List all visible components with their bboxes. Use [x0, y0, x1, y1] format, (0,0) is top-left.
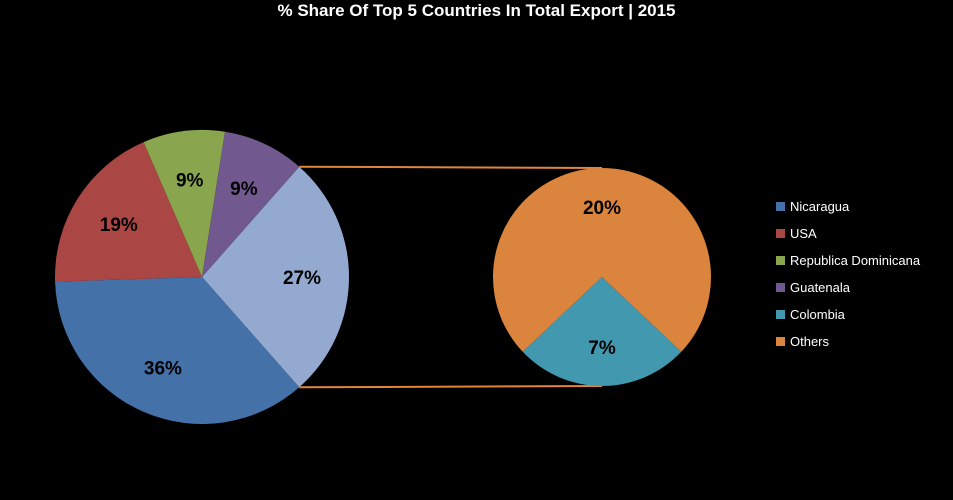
legend-label: Guatenala — [790, 280, 850, 295]
label-other-split: 27% — [283, 268, 321, 289]
legend-swatch — [776, 310, 785, 319]
secondary-pie — [493, 167, 711, 386]
legend-item-republica-dominicana: Republica Dominicana — [776, 247, 920, 274]
legend-swatch — [776, 202, 785, 211]
secondary-slice-others — [493, 167, 711, 352]
legend-label: USA — [790, 226, 817, 241]
connector-bottom — [299, 385, 603, 389]
label-republica-dominicana: 9% — [176, 170, 204, 191]
label-guatenala: 9% — [230, 179, 258, 200]
legend-label: Colombia — [790, 307, 845, 322]
legend-swatch — [776, 337, 785, 346]
legend-item-nicaragua: Nicaragua — [776, 193, 920, 220]
legend-swatch — [776, 229, 785, 238]
legend-item-colombia: Colombia — [776, 301, 920, 328]
connector-lines — [299, 165, 603, 389]
slice-labels: 27% 36% 19% 9% 9% 7% 20% — [100, 170, 621, 379]
secondary-slice-colombia — [522, 277, 682, 386]
label-nicaragua: 36% — [144, 358, 182, 379]
chart-title: % Share Of Top 5 Countries In Total Expo… — [277, 1, 676, 20]
connector-top — [299, 165, 603, 169]
main-slice-guatenala — [202, 131, 300, 277]
legend-swatch — [776, 283, 785, 292]
legend-swatch — [776, 256, 785, 265]
legend: Nicaragua USA Republica Dominicana Guatenal… — [776, 193, 920, 355]
legend-item-others: Others — [776, 328, 920, 355]
main-pie — [54, 129, 350, 425]
main-slice-nicaragua — [55, 277, 300, 425]
legend-item-guatenala: Guatenala — [776, 274, 920, 301]
legend-label: Nicaragua — [790, 199, 850, 214]
label-colombia: 7% — [588, 338, 616, 359]
legend-label: Republica Dominicana — [790, 253, 921, 268]
label-usa: 19% — [100, 215, 138, 236]
main-slice-republica-dominicana — [143, 129, 225, 277]
main-slice-other-split — [202, 166, 350, 388]
legend-label: Others — [790, 334, 830, 349]
main-slice-usa — [54, 142, 203, 282]
label-others: 20% — [583, 198, 621, 219]
legend-item-usa: USA — [776, 220, 920, 247]
